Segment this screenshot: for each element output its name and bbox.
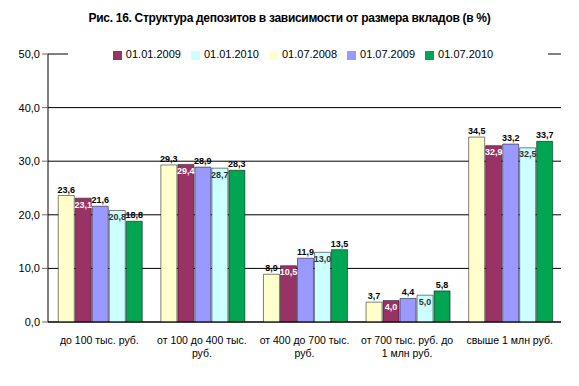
svg-text:30,0: 30,0 bbox=[19, 155, 40, 167]
svg-text:28,7: 28,7 bbox=[211, 170, 229, 180]
svg-text:29,4: 29,4 bbox=[177, 166, 195, 176]
svg-text:33,2: 33,2 bbox=[502, 133, 520, 143]
svg-text:3,7: 3,7 bbox=[368, 291, 381, 301]
svg-text:40,0: 40,0 bbox=[19, 102, 40, 114]
svg-text:11,9: 11,9 bbox=[297, 247, 314, 257]
svg-text:от 100 до 400 тыс.руб.: от 100 до 400 тыс.руб. bbox=[157, 334, 247, 359]
html-text:01.07.2009: 01.07.2009 bbox=[360, 48, 416, 60]
svg-text:10,5: 10,5 bbox=[280, 267, 298, 277]
svg-text:20,8: 20,8 bbox=[108, 212, 126, 222]
svg-text:32,5: 32,5 bbox=[519, 149, 537, 159]
svg-text:34,5: 34,5 bbox=[468, 126, 486, 136]
svg-text:18,8: 18,8 bbox=[125, 210, 143, 220]
svg-text:33,7: 33,7 bbox=[536, 130, 554, 140]
svg-text:до 100 тыс. руб.: до 100 тыс. руб. bbox=[60, 334, 139, 346]
html-text:01.07.2010: 01.07.2010 bbox=[438, 48, 494, 60]
svg-text:20,0: 20,0 bbox=[19, 209, 40, 221]
svg-text:50,0: 50,0 bbox=[19, 48, 40, 60]
svg-text:от 700 тыс. руб. до1 млн руб.: от 700 тыс. руб. до1 млн руб. bbox=[361, 334, 453, 359]
svg-text:от 400 до 700 тыс.руб.: от 400 до 700 тыс.руб. bbox=[260, 334, 350, 359]
svg-text:4,4: 4,4 bbox=[402, 287, 415, 297]
svg-text:0,0: 0,0 bbox=[25, 316, 40, 328]
svg-text:5,0: 5,0 bbox=[419, 297, 432, 307]
html-text:01.07.2008: 01.07.2008 bbox=[282, 48, 337, 60]
svg-text:23,1: 23,1 bbox=[74, 200, 92, 210]
svg-text:29,3: 29,3 bbox=[160, 154, 178, 164]
svg-text:13,5: 13,5 bbox=[331, 239, 349, 249]
svg-text:21,6: 21,6 bbox=[91, 195, 109, 205]
svg-text:23,6: 23,6 bbox=[57, 185, 75, 195]
svg-text:4,0: 4,0 bbox=[385, 302, 398, 312]
svg-text:13,0: 13,0 bbox=[314, 254, 332, 264]
html-text:Рис. 16. Структура депозитов в: Рис. 16. Структура депозитов в зависимос… bbox=[88, 11, 491, 25]
svg-text:свыше 1 млн руб.: свыше 1 млн руб. bbox=[466, 334, 552, 346]
html-text:01.01.2010: 01.01.2010 bbox=[203, 48, 259, 60]
svg-text:10,0: 10,0 bbox=[19, 262, 40, 274]
svg-text:28,9: 28,9 bbox=[194, 156, 212, 166]
svg-text:8,9: 8,9 bbox=[265, 263, 278, 273]
svg-text:5,8: 5,8 bbox=[436, 280, 449, 290]
svg-text:32,9: 32,9 bbox=[485, 147, 503, 157]
svg-text:28,3: 28,3 bbox=[228, 159, 246, 169]
html-text:01.01.2009: 01.01.2009 bbox=[125, 48, 181, 60]
